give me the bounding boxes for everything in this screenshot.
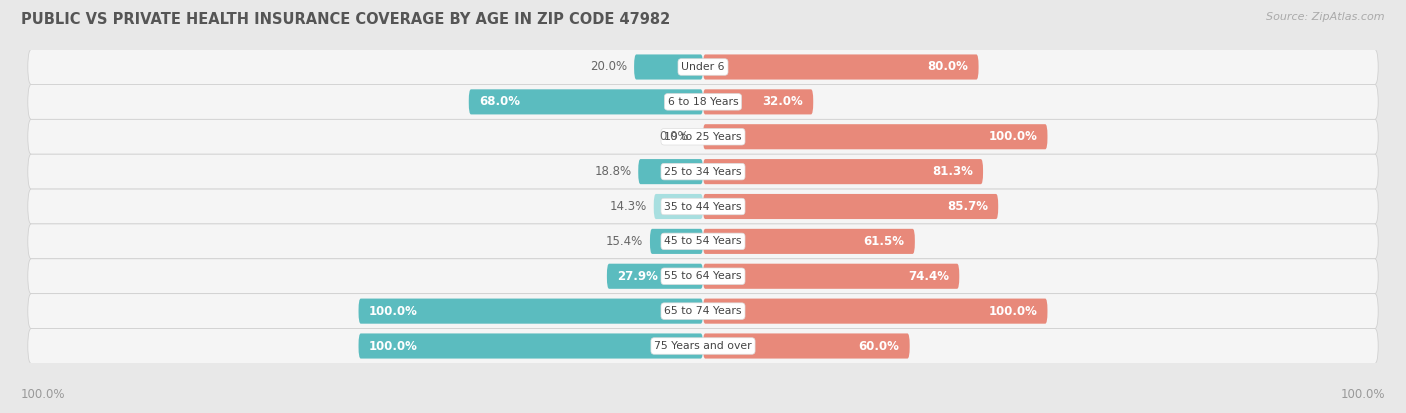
FancyBboxPatch shape: [28, 119, 1378, 154]
FancyBboxPatch shape: [28, 189, 1378, 224]
Text: 60.0%: 60.0%: [859, 339, 900, 353]
FancyBboxPatch shape: [703, 333, 910, 358]
Text: 85.7%: 85.7%: [946, 200, 988, 213]
Text: 18.8%: 18.8%: [595, 165, 631, 178]
FancyBboxPatch shape: [703, 124, 1047, 150]
FancyBboxPatch shape: [703, 55, 979, 80]
FancyBboxPatch shape: [703, 89, 813, 114]
Text: Under 6: Under 6: [682, 62, 724, 72]
Text: 68.0%: 68.0%: [479, 95, 520, 108]
FancyBboxPatch shape: [28, 50, 1378, 84]
FancyBboxPatch shape: [703, 229, 915, 254]
Text: 65 to 74 Years: 65 to 74 Years: [664, 306, 742, 316]
Text: 20.0%: 20.0%: [591, 60, 627, 74]
FancyBboxPatch shape: [28, 84, 1378, 119]
FancyBboxPatch shape: [468, 89, 703, 114]
Text: 61.5%: 61.5%: [863, 235, 904, 248]
Text: PUBLIC VS PRIVATE HEALTH INSURANCE COVERAGE BY AGE IN ZIP CODE 47982: PUBLIC VS PRIVATE HEALTH INSURANCE COVER…: [21, 12, 671, 27]
Text: 80.0%: 80.0%: [928, 60, 969, 74]
Text: 19 to 25 Years: 19 to 25 Years: [664, 132, 742, 142]
FancyBboxPatch shape: [359, 299, 703, 324]
Text: 45 to 54 Years: 45 to 54 Years: [664, 236, 742, 247]
FancyBboxPatch shape: [359, 333, 703, 358]
Text: 81.3%: 81.3%: [932, 165, 973, 178]
Text: 100.0%: 100.0%: [368, 305, 418, 318]
FancyBboxPatch shape: [634, 55, 703, 80]
FancyBboxPatch shape: [703, 299, 1047, 324]
Text: 74.4%: 74.4%: [908, 270, 949, 283]
Text: 15.4%: 15.4%: [606, 235, 643, 248]
Text: 25 to 34 Years: 25 to 34 Years: [664, 166, 742, 177]
FancyBboxPatch shape: [650, 229, 703, 254]
Text: 6 to 18 Years: 6 to 18 Years: [668, 97, 738, 107]
FancyBboxPatch shape: [703, 263, 959, 289]
FancyBboxPatch shape: [703, 194, 998, 219]
FancyBboxPatch shape: [638, 159, 703, 184]
Text: 100.0%: 100.0%: [368, 339, 418, 353]
Text: Source: ZipAtlas.com: Source: ZipAtlas.com: [1267, 12, 1385, 22]
Text: 100.0%: 100.0%: [1340, 388, 1385, 401]
Text: 100.0%: 100.0%: [988, 305, 1038, 318]
FancyBboxPatch shape: [28, 329, 1378, 363]
FancyBboxPatch shape: [607, 263, 703, 289]
FancyBboxPatch shape: [28, 259, 1378, 294]
FancyBboxPatch shape: [654, 194, 703, 219]
Text: 100.0%: 100.0%: [21, 388, 66, 401]
FancyBboxPatch shape: [28, 294, 1378, 329]
Text: 27.9%: 27.9%: [617, 270, 658, 283]
Text: 14.3%: 14.3%: [610, 200, 647, 213]
Text: 100.0%: 100.0%: [988, 130, 1038, 143]
FancyBboxPatch shape: [28, 154, 1378, 189]
Text: 32.0%: 32.0%: [762, 95, 803, 108]
FancyBboxPatch shape: [28, 224, 1378, 259]
Text: 0.0%: 0.0%: [659, 130, 689, 143]
Text: 35 to 44 Years: 35 to 44 Years: [664, 202, 742, 211]
FancyBboxPatch shape: [703, 159, 983, 184]
Text: 55 to 64 Years: 55 to 64 Years: [664, 271, 742, 281]
Text: 75 Years and over: 75 Years and over: [654, 341, 752, 351]
